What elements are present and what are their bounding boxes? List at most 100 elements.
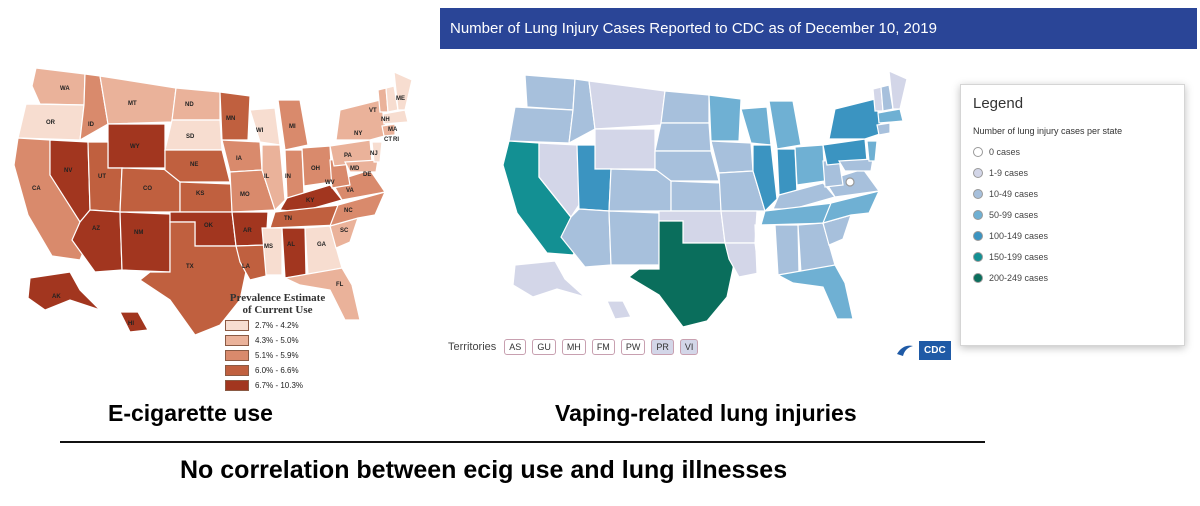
label-in: IN: [285, 174, 291, 180]
cdc-logo: CDC: [895, 340, 951, 360]
cdc-legend-label: 1-9 cases: [989, 168, 1029, 178]
territory-pr[interactable]: PR: [651, 339, 674, 355]
state-la: [235, 244, 271, 281]
label-pa: PA: [344, 153, 353, 159]
ecig-legend-swatch: [225, 380, 249, 391]
territory-mh[interactable]: MH: [561, 339, 586, 355]
label-oh: OH: [311, 166, 320, 172]
label-nm: NM: [134, 230, 143, 236]
state-co: [608, 168, 672, 212]
ecig-legend-label: 5.1% - 5.9%: [255, 351, 299, 360]
label-ct: CT: [384, 137, 392, 143]
territories-label: Territories: [448, 341, 497, 353]
state-ak: [512, 260, 586, 298]
label-ri: RI: [393, 137, 399, 143]
territory-pw[interactable]: PW: [620, 339, 646, 355]
state-ct: [876, 122, 891, 136]
state-nd: [171, 87, 221, 121]
state-mi: [768, 100, 802, 150]
label-ak: AK: [52, 294, 61, 300]
state-oh: [794, 144, 826, 186]
state-md: [837, 158, 874, 172]
state-hi: [119, 311, 149, 333]
state-nc: [329, 191, 387, 227]
label-nc: NC: [344, 208, 353, 214]
label-nd: ND: [185, 102, 194, 108]
label-ny: NY: [354, 131, 362, 137]
hhs-eagle-icon: [897, 345, 913, 356]
cdc-legend-dot: [973, 231, 983, 241]
cdc-legend-item: 100-149 cases: [973, 231, 1172, 241]
state-tx: [627, 220, 736, 328]
label-hi: HI: [128, 321, 134, 327]
state-ar: [720, 210, 758, 244]
territory-gu[interactable]: GU: [532, 339, 556, 355]
territory-fm[interactable]: FM: [591, 339, 615, 355]
caption-conclusion: No correlation between ecig use and lung…: [180, 456, 788, 484]
territories-bar: Territories AS GU MH FM PW PR VI: [448, 339, 704, 355]
state-la: [724, 242, 760, 278]
state-wi: [740, 106, 772, 146]
state-nj: [866, 140, 878, 162]
label-wi: WI: [256, 128, 264, 134]
ecig-legend-swatch: [225, 350, 249, 361]
cdc-legend-item: 10-49 cases: [973, 189, 1172, 199]
state-ms: [754, 224, 776, 274]
label-tn: TN: [284, 216, 292, 222]
label-mi: MI: [289, 124, 296, 130]
lung-injury-map: [502, 70, 908, 328]
ecig-legend-swatch: [225, 335, 249, 346]
label-ks: KS: [196, 191, 204, 197]
state-ks: [179, 181, 233, 213]
caption-lung-injuries: Vaping-related lung injuries: [555, 400, 857, 426]
label-md: MD: [350, 166, 360, 172]
territory-as[interactable]: AS: [504, 339, 527, 355]
label-tx: TX: [186, 264, 194, 270]
state-nj: [371, 141, 383, 163]
divider-line: [60, 441, 985, 443]
label-va: VA: [346, 188, 355, 194]
ecig-legend: Prevalence Estimate of Current Use 2.7% …: [225, 292, 330, 391]
state-id: [79, 73, 109, 142]
cdc-legend-label: 100-149 cases: [989, 231, 1049, 241]
state-ia: [710, 140, 754, 174]
ecig-legend-label: 4.3% - 5.0%: [255, 336, 299, 345]
label-ok: OK: [204, 223, 214, 229]
state-ne: [654, 150, 720, 182]
state-mi: [277, 99, 309, 151]
cdc-map-panel: Number of Lung Injury Cases Reported to …: [440, 0, 1200, 400]
ecig-legend-swatch: [225, 320, 249, 331]
state-nm: [119, 211, 171, 273]
cdc-legend-label: 200-249 cases: [989, 273, 1049, 283]
ecig-legend-item: 6.0% - 6.6%: [225, 365, 330, 376]
state-nm: [608, 210, 660, 266]
state-wy: [594, 128, 656, 170]
label-mt: MT: [128, 101, 137, 107]
cdc-legend-dot: [973, 273, 983, 283]
state-or: [508, 106, 574, 144]
state-in: [776, 148, 798, 196]
label-or: OR: [46, 120, 56, 126]
ecig-legend-swatch: [225, 365, 249, 376]
state-nd: [660, 90, 710, 124]
label-ut: UT: [98, 174, 106, 180]
label-ne: NE: [190, 162, 198, 168]
label-sc: SC: [340, 228, 349, 234]
label-de: DE: [363, 172, 371, 178]
cdc-legend-dot: [973, 147, 983, 157]
label-ga: GA: [317, 242, 327, 248]
state-mn: [219, 91, 251, 141]
state-ky: [772, 182, 837, 210]
label-me: ME: [396, 96, 405, 102]
cdc-map-title: Number of Lung Injury Cases Reported to …: [440, 8, 1197, 49]
territory-vi[interactable]: VI: [679, 339, 699, 355]
ecig-prevalence-map: WA OR CA NV ID MT WY UT CO AZ NM ND SD N…: [13, 67, 413, 336]
state-ia: [221, 139, 263, 173]
label-ms: MS: [264, 244, 273, 250]
ecig-legend-title-line1: Prevalence Estimate: [229, 292, 326, 304]
cdc-legend-item: 200-249 cases: [973, 273, 1172, 283]
cdc-legend-label: 50-99 cases: [989, 210, 1039, 220]
cdc-legend-label: 0 cases: [989, 147, 1021, 157]
caption-ecig-use: E-cigarette use: [108, 400, 273, 426]
state-ms: [261, 227, 283, 276]
